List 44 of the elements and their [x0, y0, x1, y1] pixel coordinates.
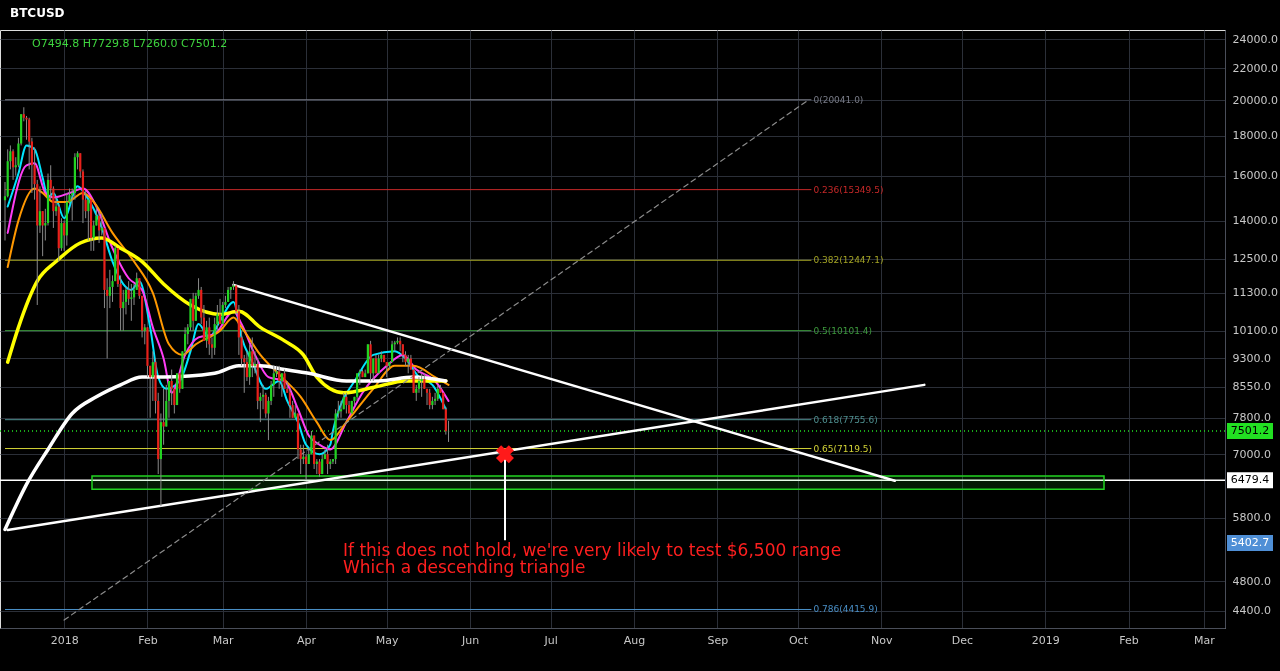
y-tick-label: 22000.0 — [1232, 61, 1278, 75]
x-tick-label: 2018 — [50, 633, 79, 647]
y-tick-label: 12500.0 — [1232, 252, 1278, 266]
y-tick-label: 16000.0 — [1232, 169, 1278, 183]
x-tick-label: Mar — [212, 633, 235, 647]
annotation: If this does not hold, we're very likely to test $6,500 range Which a descending triangle — [342, 540, 842, 578]
x-tick-label: Dec — [951, 633, 974, 647]
text: O7494.8 H7729.8 L7260.0 C7501.2 — [32, 37, 228, 50]
chart-title: BTCUSD — [10, 6, 65, 20]
annotation: 0.5(10101.4) — [813, 325, 872, 336]
y-tick-label: 14000.0 — [1232, 214, 1278, 228]
x-tick-label: Jul — [543, 633, 558, 647]
x-tick-label: Mar — [1193, 633, 1216, 647]
y-tick-label: 4400.0 — [1232, 604, 1271, 618]
annotation: 0(20041.0) — [813, 94, 864, 105]
y-tick-label: 10100.0 — [1232, 324, 1278, 338]
x-tick-label: Sep — [707, 633, 729, 647]
annotation: 0.786(4415.9) — [813, 604, 878, 615]
x-tick-label: Feb — [138, 633, 158, 647]
x-tick-label: Nov — [871, 633, 894, 647]
x-tick-label: Jun — [460, 633, 480, 647]
y-tick-label: 8550.0 — [1232, 380, 1271, 394]
ref-line-label: 7501.2 — [1230, 423, 1270, 437]
x-tick-label: 2019 — [1031, 633, 1060, 647]
annotation: 0.618(7755.6) — [813, 414, 878, 425]
y-tick-label: 7800.0 — [1232, 411, 1271, 425]
y-tick-label: 18000.0 — [1232, 129, 1278, 143]
x-tick-label: Feb — [1119, 633, 1139, 647]
y-tick-label: 20000.0 — [1232, 93, 1278, 107]
y-tick-label: 11300.0 — [1232, 286, 1278, 300]
y-tick-label: 24000.0 — [1232, 32, 1278, 46]
y-tick-label: 5800.0 — [1232, 511, 1271, 525]
x-tick-label: Oct — [788, 633, 809, 647]
y-tick-label: 9300.0 — [1232, 352, 1271, 365]
y-tick-label: 4800.0 — [1232, 574, 1271, 588]
annotation: 0.65(7119.5) — [813, 443, 872, 454]
x-tick-label: Apr — [297, 633, 317, 647]
annotation: 0.236(15349.5) — [813, 184, 884, 195]
y-tick-label: 7000.0 — [1232, 447, 1271, 461]
ref-line-label: 6479.4 — [1230, 473, 1270, 487]
x-tick-label: Aug — [623, 633, 646, 647]
x-tick-label: May — [375, 633, 400, 647]
annotation: 0.382(12447.1) — [813, 255, 884, 266]
text: 5402.7 — [1230, 536, 1270, 549]
